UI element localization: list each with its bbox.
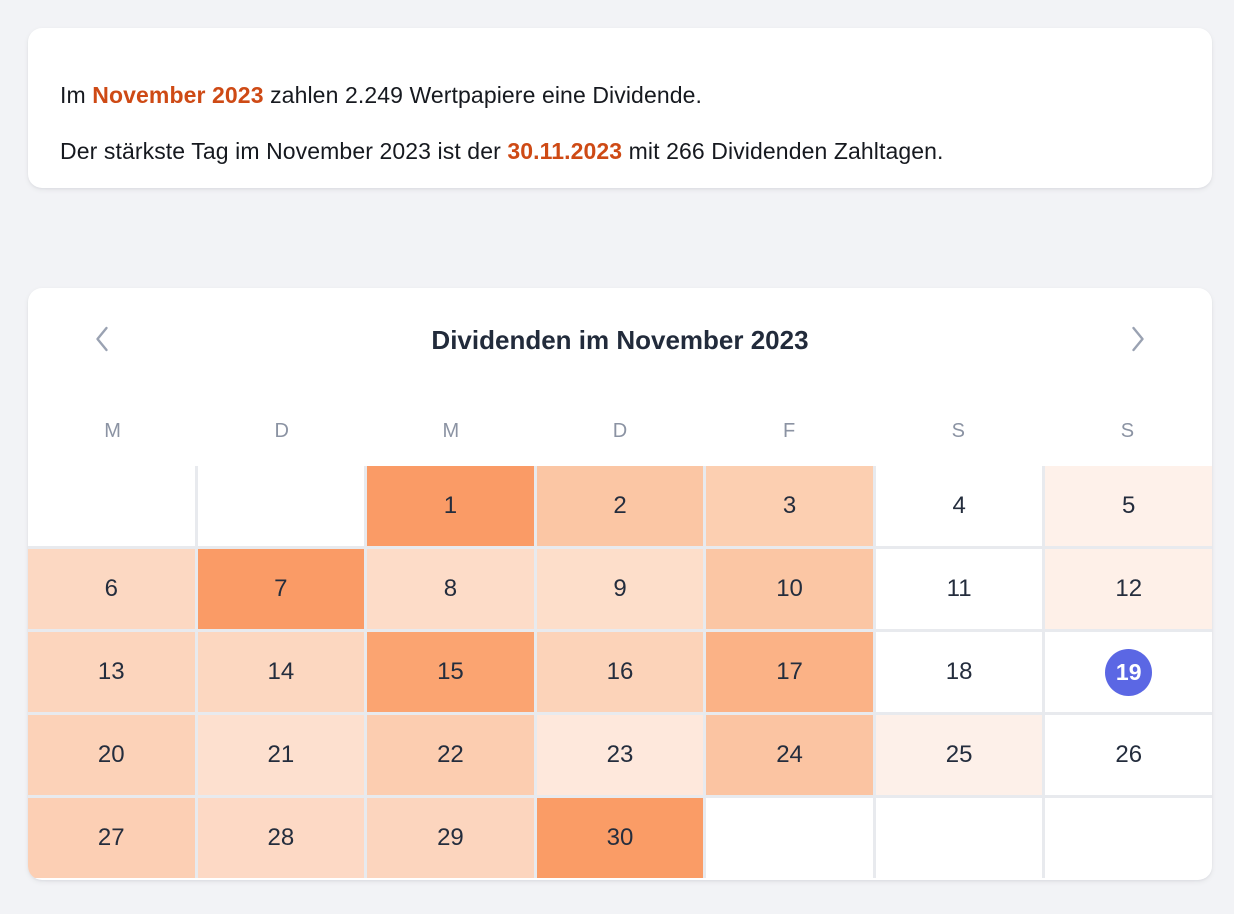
- day-cell-28[interactable]: 28: [197, 798, 365, 878]
- day-cell-4[interactable]: 4: [875, 466, 1043, 546]
- calendar-title: Dividenden im November 2023: [431, 325, 809, 355]
- day-cell-12[interactable]: 12: [1045, 549, 1212, 629]
- chevron-right-icon: [1125, 321, 1151, 360]
- calendar-header: Dividenden im November 2023: [28, 288, 1212, 392]
- day-cell-2[interactable]: 2: [536, 466, 704, 546]
- weekday-label-2: M: [442, 420, 460, 442]
- summary-line-2-suffix: mit 266 Dividenden Zahltagen.: [622, 138, 944, 164]
- day-cell-25[interactable]: 25: [875, 715, 1043, 795]
- day-cell-7[interactable]: 7: [197, 549, 365, 629]
- summary-line-2-prefix: Der stärkste Tag im November 2023 ist de…: [60, 138, 508, 164]
- weekday-label-4: F: [783, 420, 796, 442]
- day-cell-empty: [875, 798, 1043, 878]
- next-month-button[interactable]: [1110, 312, 1166, 368]
- day-cell-18[interactable]: 18: [875, 632, 1043, 712]
- summary-line-1-suffix: zahlen 2.249 Wertpapiere eine Dividende.: [263, 82, 702, 108]
- day-cell-14[interactable]: 14: [197, 632, 365, 712]
- prev-month-button[interactable]: [74, 312, 130, 368]
- summary-card: Im November 2023 zahlen 2.249 Wertpapier…: [28, 28, 1212, 188]
- day-cell-30[interactable]: 30: [536, 798, 704, 878]
- day-cell-19[interactable]: 19: [1045, 632, 1212, 712]
- weekday-label-0: M: [104, 420, 121, 442]
- summary-line-1-highlight: November 2023: [92, 82, 264, 108]
- day-cell-6[interactable]: 6: [28, 549, 195, 629]
- weekday-label-6: S: [1120, 420, 1135, 442]
- summary-line-1-prefix: Im: [60, 82, 93, 108]
- day-cell-empty: [28, 466, 195, 546]
- day-cell-21[interactable]: 21: [197, 715, 365, 795]
- day-cell-11[interactable]: 11: [875, 549, 1043, 629]
- summary-line-1: Im November 2023 zahlen 2.249 Wertpapier…: [60, 78, 1180, 112]
- day-cell-17[interactable]: 17: [706, 632, 873, 712]
- day-cell-1[interactable]: 1: [367, 466, 534, 546]
- selected-day-badge: 19: [1105, 648, 1153, 696]
- day-cell-3[interactable]: 3: [706, 466, 873, 546]
- day-cell-20[interactable]: 20: [28, 715, 195, 795]
- weekday-label-1: D: [274, 420, 289, 442]
- summary-line-2-highlight: 30.11.2023: [507, 138, 623, 164]
- day-cell-22[interactable]: 22: [367, 715, 534, 795]
- calendar-grid: 1 2 3 4 5 6 7 8 9 10 11 12 13 14 15 16 17 18 19 20 21 22 23 24 2…: [28, 466, 1212, 878]
- day-cell-10[interactable]: 10: [706, 549, 873, 629]
- day-cell-5[interactable]: 5: [1045, 466, 1212, 546]
- day-cell-27[interactable]: 27: [28, 798, 195, 878]
- day-cell-13[interactable]: 13: [28, 632, 195, 712]
- day-cell-26[interactable]: 26: [1045, 715, 1212, 795]
- day-cell-15[interactable]: 15: [367, 632, 534, 712]
- day-cell-8[interactable]: 8: [367, 549, 534, 629]
- day-cell-empty: [1045, 798, 1212, 878]
- summary-line-2: Der stärkste Tag im November 2023 ist de…: [60, 134, 1180, 168]
- day-cell-24[interactable]: 24: [706, 715, 873, 795]
- day-cell-empty: [197, 466, 365, 546]
- day-cell-9[interactable]: 9: [536, 549, 704, 629]
- day-cell-23[interactable]: 23: [536, 715, 704, 795]
- weekday-label-3: D: [612, 420, 628, 442]
- chevron-left-icon: [89, 321, 115, 360]
- weekday-label-5: S: [951, 420, 965, 442]
- day-cell-29[interactable]: 29: [367, 798, 534, 878]
- day-cell-empty: [706, 798, 873, 878]
- day-cell-16[interactable]: 16: [536, 632, 704, 712]
